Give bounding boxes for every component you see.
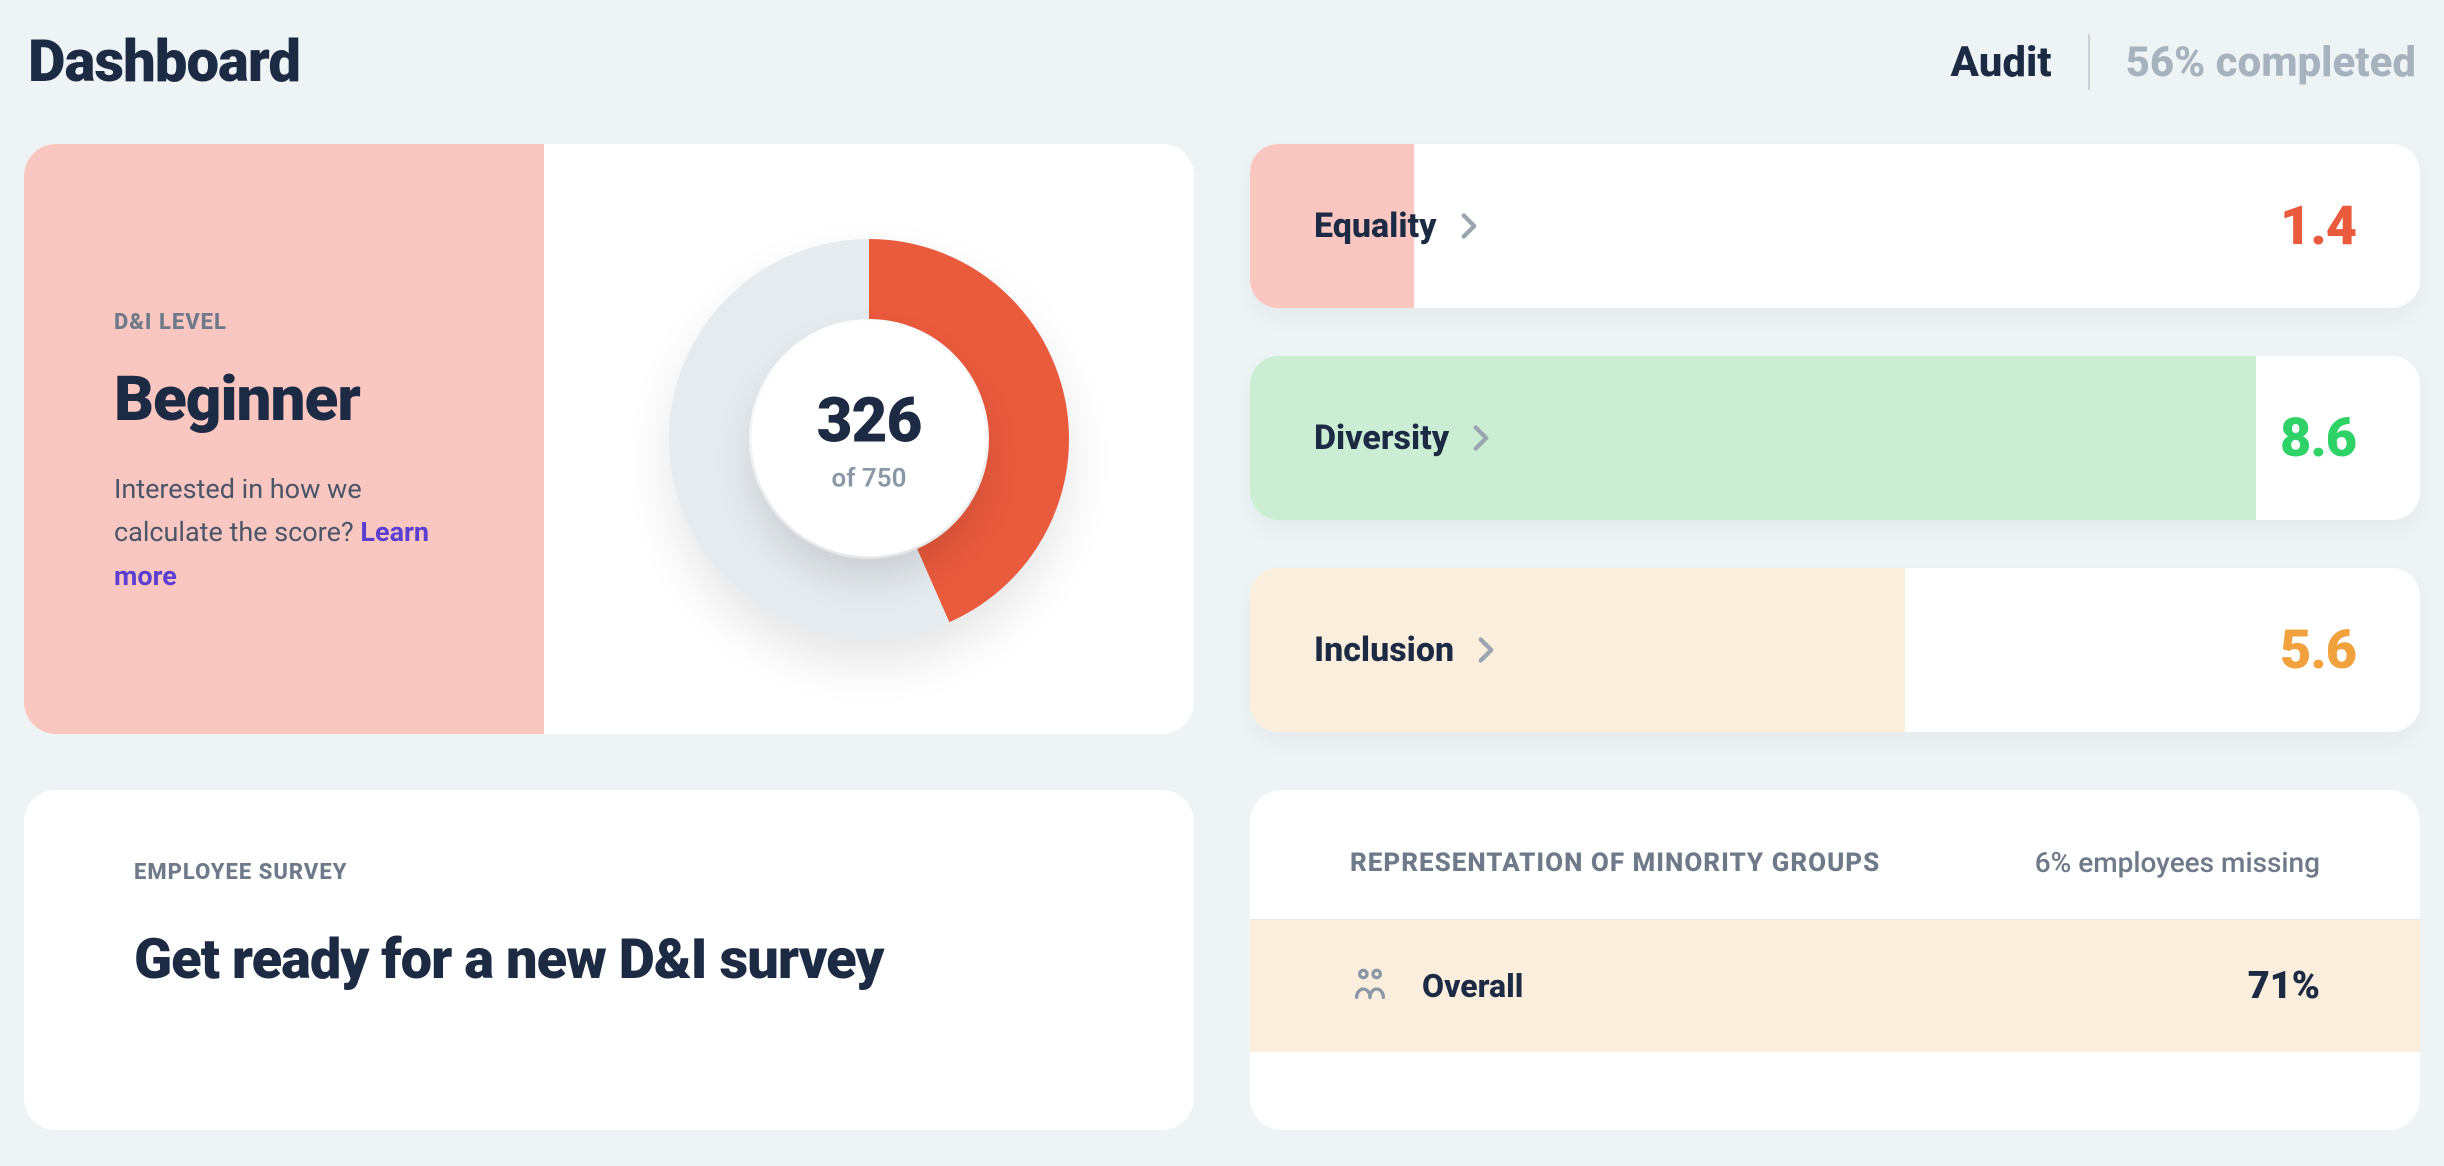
representation-row[interactable]: Overall 71%: [1250, 919, 2420, 1052]
metric-content: Equality 1.4: [1314, 195, 2356, 258]
completed-label: 56% completed: [2126, 38, 2416, 87]
metric-content: Diversity 8.6: [1314, 407, 2356, 470]
metric-value: 5.6: [2280, 619, 2356, 682]
metric-name: Equality: [1314, 206, 1437, 246]
page-header: Dashboard Audit 56% completed: [24, 28, 2420, 96]
di-donut-chart: 326 of 750: [669, 239, 1069, 639]
metric-card-equality[interactable]: Equality 1.4: [1250, 144, 2420, 308]
metric-left: Equality: [1314, 206, 1479, 246]
di-level-title: Beginner: [114, 363, 474, 436]
representation-row-left: Overall: [1350, 964, 1523, 1008]
metric-left: Diversity: [1314, 418, 1491, 458]
metric-name: Inclusion: [1314, 630, 1454, 670]
di-level-description: Interested in how we calculate the score…: [114, 468, 474, 598]
survey-section-label: EMPLOYEE SURVEY: [134, 860, 1104, 885]
page-title: Dashboard: [28, 28, 300, 96]
di-level-desc-text: Interested in how we calculate the score…: [114, 473, 362, 548]
header-divider: [2088, 34, 2090, 90]
survey-title: Get ready for a new D&I survey: [134, 927, 1104, 991]
chevron-right-icon: [1476, 636, 1496, 664]
representation-rows: Overall 71%: [1250, 919, 2420, 1052]
chevron-right-icon: [1459, 212, 1479, 240]
donut-subtext: of 750: [832, 464, 907, 494]
di-level-right-panel: 326 of 750: [544, 144, 1194, 734]
metric-content: Inclusion 5.6: [1314, 619, 2356, 682]
representation-title: REPRESENTATION OF MINORITY GROUPS: [1350, 848, 1880, 878]
metrics-column: Equality 1.4 Diversity 8.6 Inclusion 5.6: [1250, 144, 2420, 734]
representation-header: REPRESENTATION OF MINORITY GROUPS 6% emp…: [1250, 790, 2420, 919]
audit-label[interactable]: Audit: [1951, 38, 2052, 87]
representation-row-name: Overall: [1422, 967, 1523, 1005]
di-level-section-label: D&I LEVEL: [114, 310, 474, 335]
representation-card: REPRESENTATION OF MINORITY GROUPS 6% emp…: [1250, 790, 2420, 1130]
donut-center: 326 of 750: [752, 322, 987, 557]
people-icon: [1350, 964, 1390, 1008]
metric-card-diversity[interactable]: Diversity 8.6: [1250, 356, 2420, 520]
representation-row-value: 71%: [2248, 964, 2320, 1008]
header-right: Audit 56% completed: [1951, 34, 2416, 90]
metric-left: Inclusion: [1314, 630, 1496, 670]
representation-subtitle: 6% employees missing: [2035, 846, 2320, 879]
chevron-right-icon: [1471, 424, 1491, 452]
metric-name: Diversity: [1314, 418, 1449, 458]
metric-card-inclusion[interactable]: Inclusion 5.6: [1250, 568, 2420, 732]
dashboard-grid: D&I LEVEL Beginner Interested in how we …: [24, 144, 2420, 1130]
donut-value: 326: [817, 385, 922, 458]
di-level-card: D&I LEVEL Beginner Interested in how we …: [24, 144, 1194, 734]
survey-card: EMPLOYEE SURVEY Get ready for a new D&I …: [24, 790, 1194, 1130]
metric-value: 8.6: [2280, 407, 2356, 470]
metric-value: 1.4: [2280, 195, 2356, 258]
di-level-left-panel: D&I LEVEL Beginner Interested in how we …: [24, 144, 544, 734]
